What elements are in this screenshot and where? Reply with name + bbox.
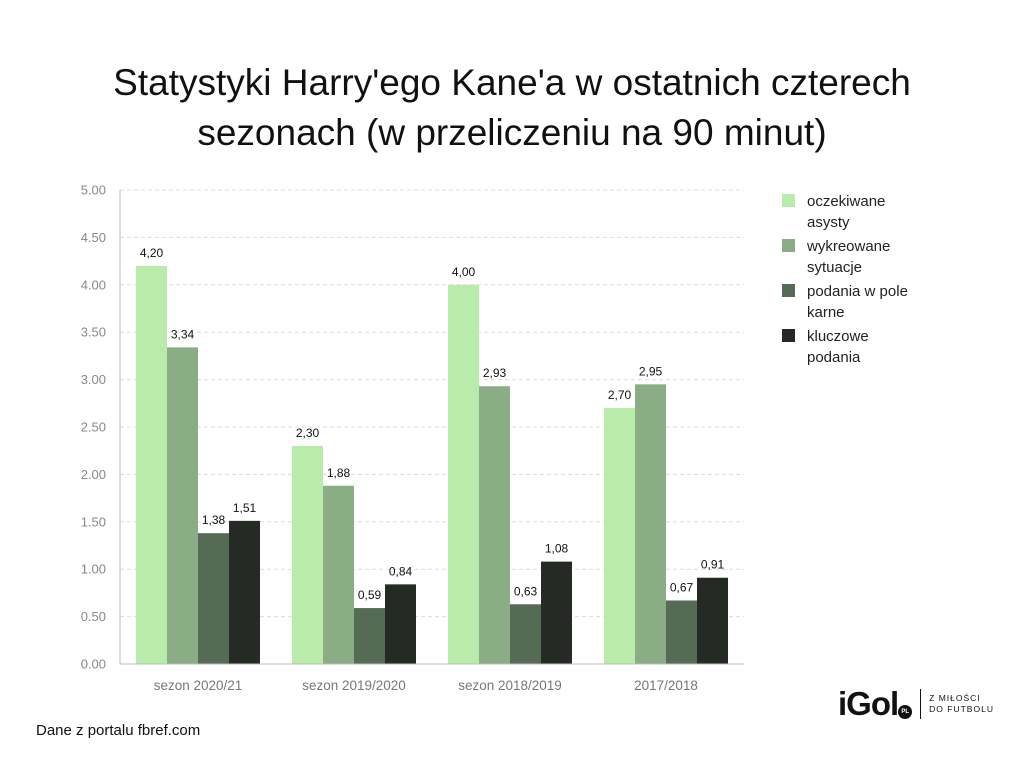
y-tick-label: 5.00 [81,183,106,198]
data-label: 2,93 [483,366,507,380]
y-tick-label: 0.50 [81,609,106,624]
chart-title-line-2: sezonach (w przeliczeniu na 90 minut) [197,112,827,153]
brand-logo-block: iGol PL Z MIŁOŚCI DO FUTBOLU [838,684,994,724]
bar [136,265,167,664]
data-label: 4,20 [140,246,164,260]
bar [385,584,416,664]
y-tick-label: 2.50 [81,420,106,435]
bar [198,533,229,664]
igol-logo-text: iGol [838,685,899,722]
chart-title-line-1: Statystyki Harry'ego Kane'a w ostatnich … [113,62,911,103]
legend-swatch [782,239,795,252]
x-category-label: sezon 2019/2020 [302,678,406,693]
pl-badge-icon: PL [898,705,913,719]
legend-label: sytuacje [807,259,862,276]
source-note: Dane z portalu fbref.com [36,722,201,739]
y-tick-label: 4.50 [81,230,106,245]
y-tick-label: 3.50 [81,325,106,340]
bar [541,561,572,664]
y-tick-label: 4.00 [81,277,106,292]
x-category-label: sezon 2018/2019 [458,678,562,693]
data-label: 0,59 [358,588,382,602]
data-label: 1,88 [327,466,351,480]
igol-logo: iGol PL [838,685,913,723]
legend-swatch [782,284,795,297]
bar [229,520,260,664]
brand-tagline: Z MIŁOŚCI DO FUTBOLU [929,693,994,715]
data-label: 0,91 [701,558,725,572]
chart-title: Statystyki Harry'ego Kane'a w ostatnich … [0,58,1024,158]
bar [167,347,198,664]
data-label: 4,00 [452,265,476,279]
bar [510,604,541,664]
bar [354,608,385,664]
bar [635,384,666,664]
brand-tagline-line-2: DO FUTBOLU [929,704,994,714]
data-label: 1,51 [233,501,257,515]
bar [697,577,728,664]
data-label: 2,70 [608,388,632,402]
brand-tagline-line-1: Z MIŁOŚCI [929,693,981,703]
bar [479,386,510,664]
legend-swatch [782,329,795,342]
y-tick-label: 1.00 [81,562,106,577]
legend-label: podania [807,349,861,366]
bar [604,408,635,664]
data-label: 0,63 [514,584,538,598]
bar [448,284,479,664]
bar [323,485,354,664]
data-label: 1,08 [545,542,569,556]
bar [292,445,323,664]
data-label: 0,67 [670,580,694,594]
legend-label: karne [807,304,845,321]
y-tick-label: 1.50 [81,514,106,529]
y-tick-label: 0.00 [81,657,106,672]
bar [666,600,697,664]
legend-swatch [782,194,795,207]
y-tick-label: 3.00 [81,372,106,387]
legend-label: asysty [807,214,850,231]
legend-label: kluczowe [807,328,869,345]
data-label: 1,38 [202,513,226,527]
data-label: 2,95 [639,364,663,378]
x-category-label: 2017/2018 [634,678,698,693]
x-category-label: sezon 2020/21 [154,678,243,693]
data-label: 0,84 [389,564,413,578]
legend-label: oczekiwane [807,193,885,210]
brand-divider [920,689,922,719]
data-label: 3,34 [171,327,195,341]
legend-label: podania w pole [807,283,908,300]
legend-label: wykreowane [806,238,890,255]
y-tick-label: 2.00 [81,467,106,482]
data-label: 2,30 [296,426,320,440]
